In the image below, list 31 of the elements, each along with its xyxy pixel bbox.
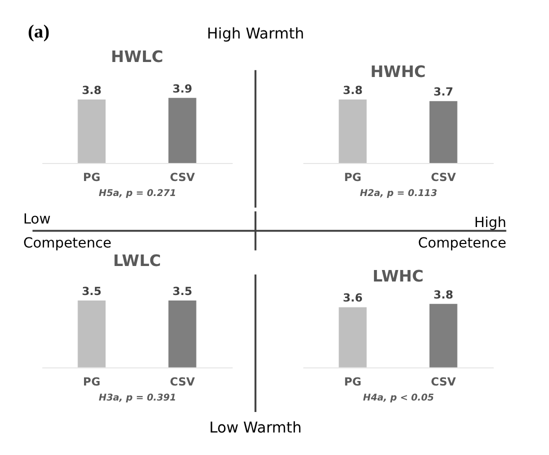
text: H5a, p = 0.271 xyxy=(98,188,176,200)
data-label: 3.5 xyxy=(82,284,102,298)
x-tick-label: CSV xyxy=(170,376,196,389)
x-tick-label: PG xyxy=(83,376,100,389)
text: (a) xyxy=(28,22,50,43)
data-label: 3.6 xyxy=(342,292,363,305)
text: H2a, p = 0.113 xyxy=(360,188,438,200)
x-tick-label: CSV xyxy=(430,376,456,389)
x-tick-label: CSV xyxy=(430,171,456,184)
data-label: 3.8 xyxy=(342,84,363,97)
data-label: 3.9 xyxy=(172,82,192,96)
chart-title: HWHC xyxy=(370,62,426,82)
data-label: 3.5 xyxy=(172,284,192,298)
data-label: 3.8 xyxy=(82,84,102,97)
x-tick-label: PG xyxy=(83,171,100,184)
text: Low xyxy=(23,211,51,228)
text: High Warmth xyxy=(206,24,304,43)
x-tick-label: PG xyxy=(344,171,362,184)
chart-title: LWLC xyxy=(113,251,161,270)
chart-title: HWLC xyxy=(110,46,164,66)
data-label: 3.8 xyxy=(434,288,454,302)
text: Competence xyxy=(23,236,112,252)
text: High xyxy=(474,215,506,232)
data-label: 3.7 xyxy=(434,86,454,99)
x-tick-label: CSV xyxy=(170,171,196,184)
text: H4a, p < 0.05 xyxy=(363,392,434,404)
chart-title: LWHC xyxy=(372,266,424,286)
x-tick-label: PG xyxy=(344,376,362,389)
text: Competence xyxy=(418,236,506,252)
text: Low Warmth xyxy=(209,418,302,436)
text: H3a, p = 0.391 xyxy=(98,392,176,404)
